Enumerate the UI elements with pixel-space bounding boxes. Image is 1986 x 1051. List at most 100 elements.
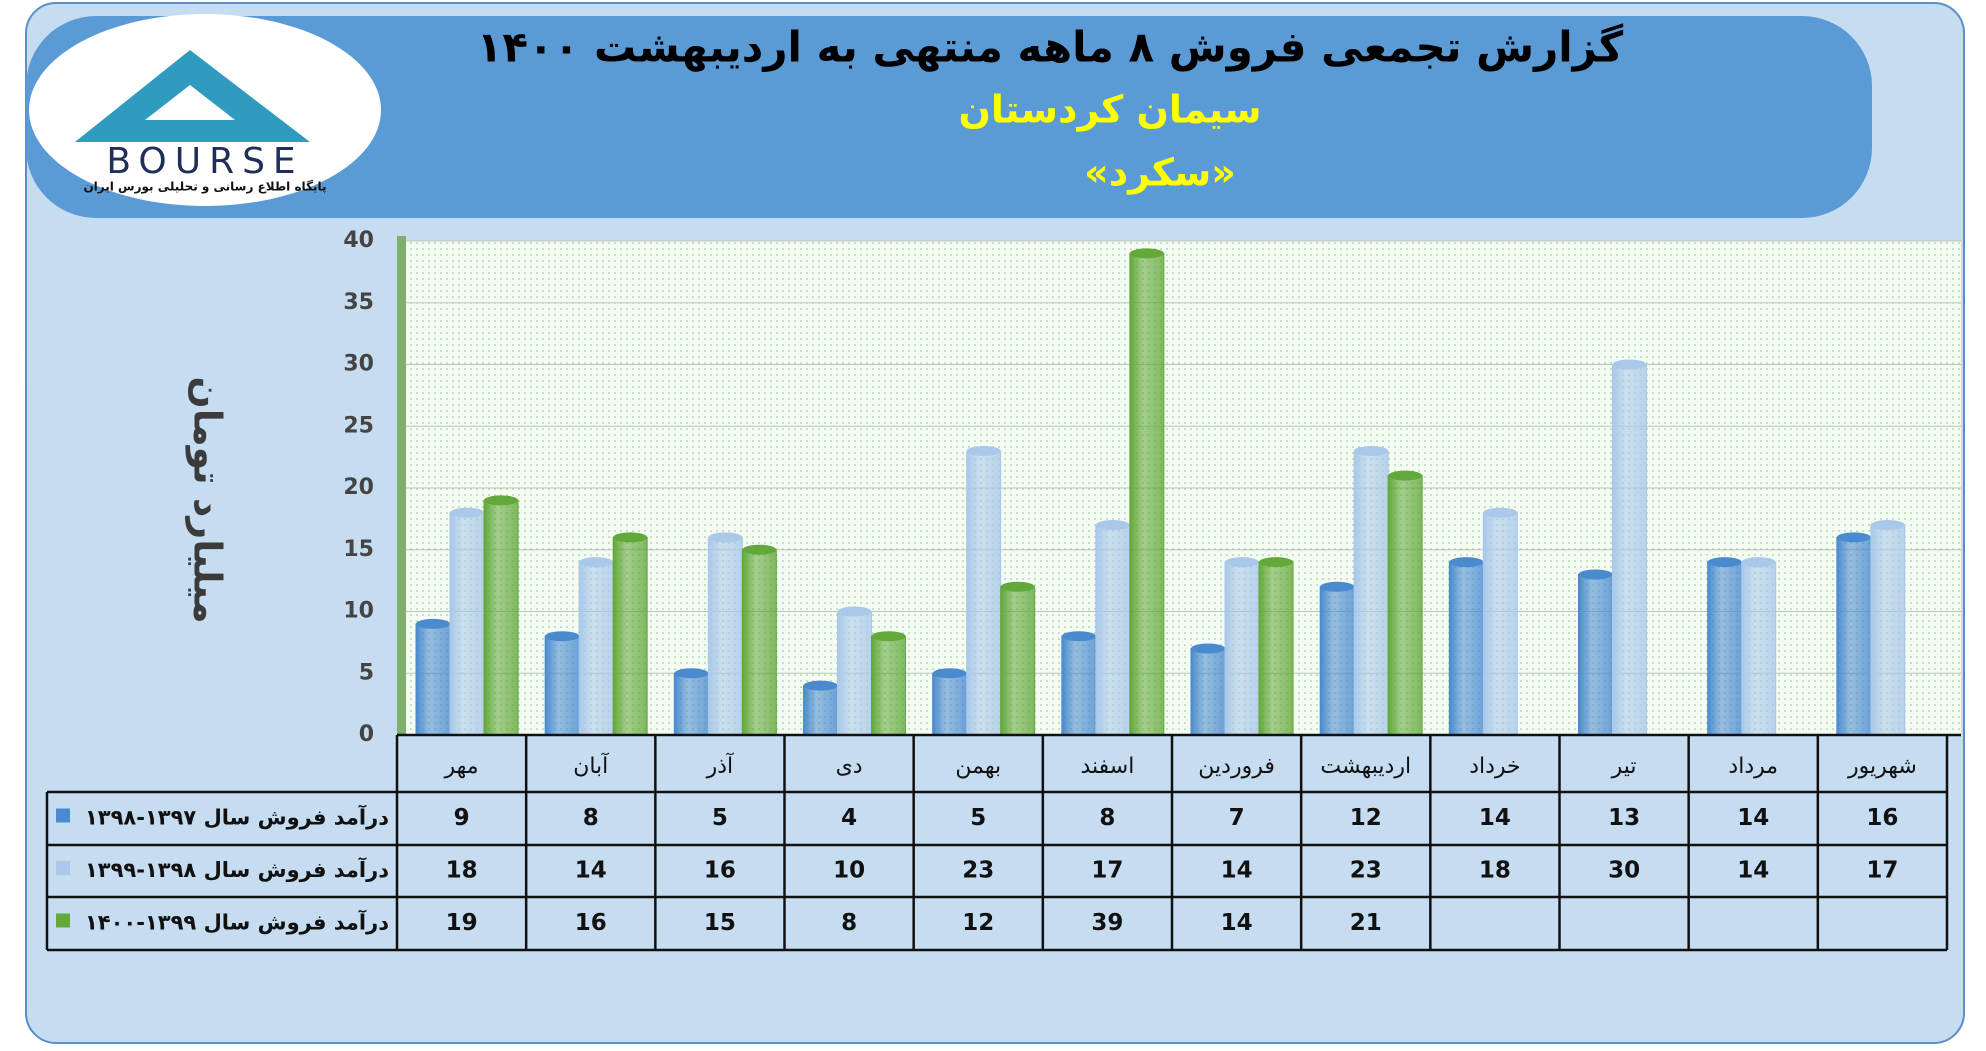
bar (449, 512, 485, 736)
bar (966, 450, 1002, 736)
bar (741, 549, 777, 736)
table-value: 39 (1091, 910, 1123, 936)
bar-cap (416, 618, 450, 629)
table-value: 14 (575, 858, 607, 884)
table-value: 9 (454, 805, 470, 831)
header-banner (26, 16, 1872, 218)
bar (1190, 648, 1226, 736)
bar (544, 635, 580, 736)
bar (1836, 536, 1872, 736)
y-tick-label: 25 (343, 413, 374, 438)
bar (1000, 586, 1036, 736)
bar-cap (837, 606, 872, 617)
x-tick-label: شهریور (1847, 754, 1917, 779)
x-tick-label: تیر (1611, 754, 1637, 779)
table-value: 15 (704, 910, 736, 936)
bar-cap (1707, 557, 1742, 568)
x-tick-label: بهمن (955, 754, 1001, 779)
table-value: 7 (1229, 805, 1245, 831)
table-value: 8 (841, 910, 857, 936)
table-value: 12 (962, 910, 994, 936)
bar-cap (674, 668, 709, 679)
table-value: 21 (1350, 910, 1382, 936)
bar-cap (1129, 248, 1164, 259)
table-value: 18 (1479, 858, 1511, 884)
bar-cap (579, 557, 614, 568)
bar (1387, 475, 1423, 736)
x-tick-label: دی (836, 754, 863, 779)
bar (1095, 524, 1131, 736)
table-value: 13 (1608, 805, 1640, 831)
table-value: 14 (1737, 805, 1769, 831)
y-tick-label: 5 (359, 660, 374, 685)
bar-cap (1388, 470, 1423, 481)
table-value: 23 (962, 858, 994, 884)
table-value: 14 (1221, 858, 1253, 884)
bar-cap (1259, 557, 1293, 568)
chart-title: گزارش تجمعی فروش ۸ ماهه منتهی به اردیبهش… (477, 23, 1624, 73)
bar-cap (742, 544, 777, 555)
bar (1870, 524, 1906, 736)
bar-cap (450, 507, 484, 518)
table-value: 16 (704, 858, 736, 884)
bar (1061, 635, 1097, 736)
bar (673, 672, 709, 736)
bar (1741, 561, 1777, 736)
table-value: 30 (1608, 858, 1640, 884)
y-tick-label: 40 (343, 228, 374, 253)
table-value: 19 (446, 910, 478, 936)
bar (1707, 561, 1743, 736)
plot-wall (397, 236, 406, 735)
y-tick-label: 10 (343, 599, 374, 624)
y-tick-label: 30 (343, 352, 374, 377)
bar-cap (1741, 557, 1776, 568)
bar-cap (1095, 520, 1130, 531)
bar (1129, 252, 1165, 736)
bar-cap (1320, 581, 1355, 592)
y-tick-label: 35 (343, 290, 374, 315)
legend-swatch (56, 861, 70, 875)
table-value: 10 (833, 858, 865, 884)
bar-cap (708, 532, 743, 543)
bar (1448, 561, 1484, 736)
table-value: 16 (575, 910, 607, 936)
legend-label: درآمد فروش سال ۱۳۹۷-۱۳۹۸ (85, 805, 389, 830)
legend-label: درآمد فروش سال ۱۳۹۸-۱۳۹۹ (85, 857, 389, 882)
bar (707, 536, 743, 736)
bar (932, 672, 968, 736)
bar (803, 685, 838, 736)
bar (1224, 561, 1260, 736)
x-tick-label: اردیبهشت (1320, 754, 1411, 779)
logo-subtitle: پایگاه اطلاع رسانی و تحلیلی بورس ایران (83, 180, 326, 195)
table-value: 4 (841, 805, 857, 831)
x-tick-label: خرداد (1469, 754, 1520, 779)
bar (415, 623, 451, 736)
table-value: 17 (1091, 858, 1123, 884)
bar (837, 611, 872, 736)
x-tick-label: آذر (706, 752, 734, 779)
y-axis-title: میلیارد تومان (186, 376, 230, 623)
bar-cap (803, 680, 838, 691)
table-value: 14 (1737, 858, 1769, 884)
symbol: «سکرد» (1084, 151, 1236, 195)
table-value: 14 (1221, 910, 1253, 936)
bar (1578, 573, 1613, 736)
legend-swatch (56, 808, 70, 823)
bar (1612, 364, 1647, 736)
logo-name: BOURSE (106, 141, 303, 182)
logo-mark (145, 85, 235, 120)
bar-cap (1191, 643, 1225, 654)
bar-cap (1225, 557, 1259, 568)
legend-swatch (56, 913, 70, 928)
bar-cap (871, 631, 906, 642)
y-tick-label: 0 (359, 722, 374, 747)
bar-cap (1000, 581, 1035, 592)
table-value: 17 (1866, 858, 1898, 884)
bar-cap (613, 532, 648, 543)
y-tick-label: 15 (343, 537, 374, 562)
table-value: 8 (1099, 805, 1115, 831)
x-tick-label: فروردین (1198, 754, 1275, 779)
legend-label: درآمد فروش سال ۱۳۹۹-۱۴۰۰ (85, 910, 389, 935)
